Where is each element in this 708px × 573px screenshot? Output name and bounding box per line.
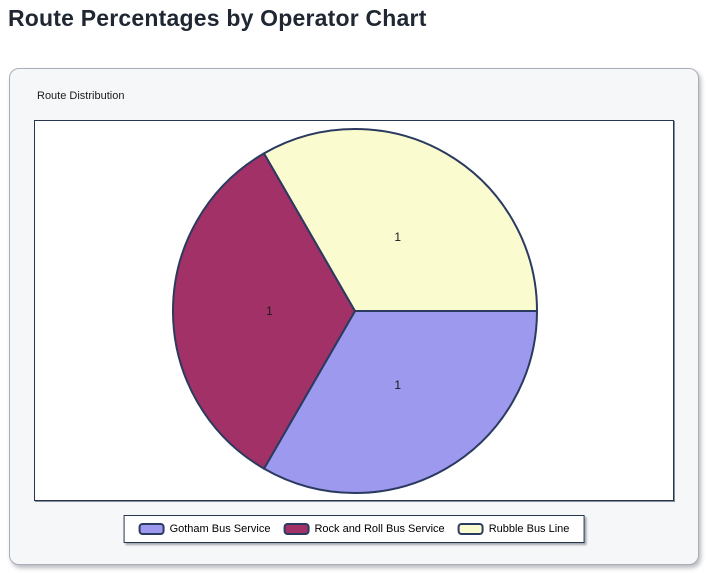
pie-slice-0 (263, 310, 538, 494)
legend-swatch-icon (457, 523, 484, 535)
legend-item-rubble-bus-line: Rubble Bus Line (457, 523, 570, 535)
legend-swatch-icon (138, 523, 165, 535)
chart-legend: Gotham Bus Service Rock and Roll Bus Ser… (123, 515, 585, 543)
pie-slice-label-1: 1 (266, 304, 273, 318)
route-distribution-panel: Route Distribution 1 1 1 Gotham Bus Servic… (9, 68, 699, 565)
panel-label: Route Distribution (37, 90, 125, 102)
pie-svg: 1 1 1 (171, 128, 538, 494)
legend-label: Rock and Roll Bus Service (314, 523, 445, 535)
page-title: Route Percentages by Operator Chart (8, 5, 427, 31)
legend-label: Rubble Bus Line (488, 523, 570, 535)
legend-item-rock-and-roll-bus-service: Rock and Roll Bus Service (283, 523, 445, 535)
pie-slice-label-0: 1 (394, 378, 401, 392)
legend-label: Gotham Bus Service (169, 523, 271, 535)
pie-slice-label-2: 1 (394, 230, 401, 244)
legend-swatch-icon (283, 523, 310, 535)
pie-slice-2 (263, 128, 538, 312)
legend-item-gotham-bus-service: Gotham Bus Service (138, 523, 271, 535)
chart-plot-area: 1 1 1 (34, 120, 674, 501)
